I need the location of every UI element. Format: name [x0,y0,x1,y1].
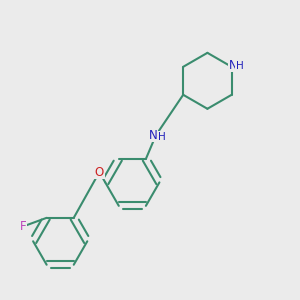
Text: N: N [229,59,238,72]
Text: O: O [95,166,104,178]
Text: F: F [20,220,26,233]
Text: H: H [158,132,166,142]
Text: N: N [149,129,158,142]
Text: H: H [236,61,244,71]
